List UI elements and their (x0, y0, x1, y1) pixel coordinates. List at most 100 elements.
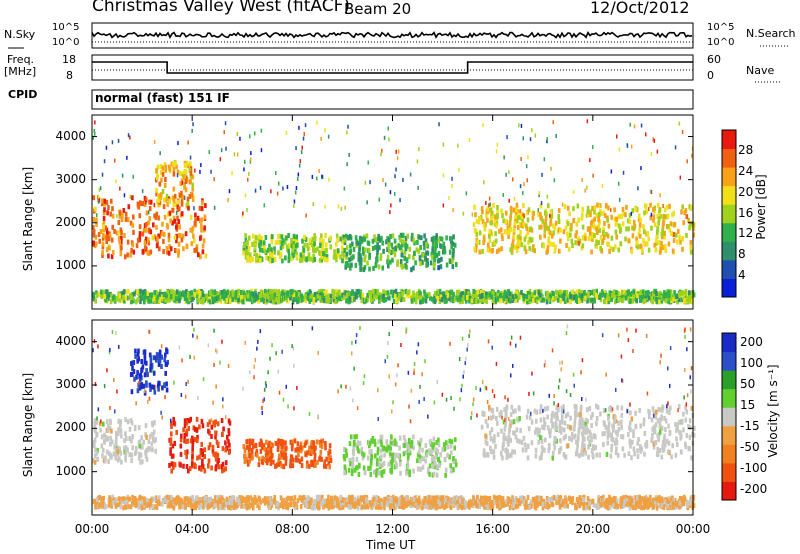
heatmap-cell (404, 450, 408, 456)
heatmap-cell (280, 240, 284, 246)
heatmap-cell (291, 289, 294, 295)
heatmap-cell (689, 239, 693, 245)
heatmap-cell (607, 223, 611, 229)
heatmap-cell (347, 235, 350, 240)
heatmap-cell (615, 437, 618, 443)
heatmap-cell (376, 446, 380, 452)
heatmap-cell (497, 247, 501, 253)
heatmap-cell (209, 290, 212, 296)
heatmap-cell (495, 249, 499, 254)
heatmap-cell (124, 417, 127, 423)
heatmap-cell (293, 204, 295, 208)
heatmap-cell (105, 449, 109, 455)
heatmap-cell (386, 254, 390, 260)
heatmap-cell (445, 235, 448, 241)
heatmap-cell (546, 414, 549, 420)
heatmap-cell (199, 235, 202, 241)
heatmap-cell (586, 226, 590, 232)
heatmap-cell (452, 291, 455, 297)
heatmap-cell (411, 232, 414, 238)
heatmap-cell (431, 444, 434, 450)
heatmap-cell (196, 438, 199, 444)
heatmap-cell (278, 181, 280, 186)
heatmap-cell (263, 245, 266, 251)
heatmap-cell (618, 228, 622, 234)
heatmap-cell (448, 438, 451, 444)
heatmap-cell (271, 258, 274, 264)
heatmap-cell (406, 455, 410, 461)
heatmap-cell (687, 445, 691, 451)
heatmap-cell (515, 427, 519, 433)
heatmap-cell (566, 236, 570, 242)
heatmap-cell (250, 440, 254, 446)
heatmap-cell (574, 297, 578, 303)
heatmap-cell (632, 502, 635, 508)
heatmap-cell (221, 461, 225, 467)
heatmap-cell (343, 294, 346, 300)
heatmap-cell (607, 299, 611, 305)
heatmap-cell (481, 249, 484, 254)
heatmap-cell (277, 438, 280, 444)
heatmap-cell (152, 504, 155, 510)
heatmap-cell (517, 212, 520, 217)
heatmap-cell (404, 235, 408, 241)
heatmap-cell (671, 443, 674, 449)
heatmap-cell (413, 292, 416, 298)
heatmap-cell (494, 291, 497, 297)
heatmap-cell (448, 290, 451, 296)
heatmap-cell (240, 295, 243, 301)
freq-line (92, 61, 693, 74)
heatmap-cell (657, 437, 660, 442)
heatmap-cell (584, 188, 586, 193)
heatmap-cell (130, 361, 133, 367)
heatmap-cell (144, 453, 148, 459)
heatmap-cell (139, 288, 142, 294)
heatmap-cell (344, 261, 348, 267)
heatmap-cell (312, 248, 316, 253)
heatmap-cell (553, 248, 557, 254)
heatmap-cell (481, 219, 485, 225)
heatmap-cell (295, 291, 298, 297)
heatmap-cell (101, 198, 104, 204)
heatmap-cell (558, 289, 562, 295)
heatmap-cell (140, 359, 143, 364)
heatmap-cell (402, 451, 406, 457)
heatmap-cell (114, 447, 118, 453)
heatmap-cell (597, 223, 601, 229)
heatmap-cell (314, 295, 317, 301)
heatmap-cell (398, 293, 401, 299)
heatmap-cell (164, 197, 168, 203)
heatmap-cell (354, 262, 358, 268)
heatmap-cell (422, 456, 425, 462)
heatmap-cell (180, 211, 184, 217)
heatmap-cell (182, 463, 185, 469)
heatmap-cell (508, 170, 510, 175)
heatmap-cell (155, 168, 158, 174)
heatmap-cell (161, 221, 164, 227)
heatmap-cell (319, 237, 322, 243)
heatmap-cell (185, 496, 189, 502)
heatmap-cell (299, 258, 302, 263)
heatmap-cell (613, 293, 617, 299)
heatmap-cell (205, 293, 208, 299)
heatmap-cell (665, 407, 669, 413)
heatmap-cell (553, 225, 557, 231)
heatmap-cell (101, 244, 105, 250)
heatmap-cell (562, 404, 565, 410)
heatmap-cell (582, 429, 585, 435)
heatmap-cell (523, 182, 525, 187)
heatmap-cell (588, 406, 592, 411)
heatmap-cell (324, 445, 327, 451)
heatmap-cell (391, 293, 395, 299)
heatmap-cell (144, 432, 147, 438)
heatmap-cell (639, 217, 642, 223)
heatmap-cell (407, 440, 411, 446)
heatmap-cell (359, 265, 362, 271)
heatmap-cell (313, 236, 317, 241)
heatmap-cell (409, 503, 413, 509)
heatmap-cell (464, 291, 468, 297)
heatmap-cell (320, 288, 323, 294)
heatmap-cell (650, 190, 653, 194)
heatmap-cell (302, 136, 305, 141)
heatmap-cell (199, 169, 201, 174)
